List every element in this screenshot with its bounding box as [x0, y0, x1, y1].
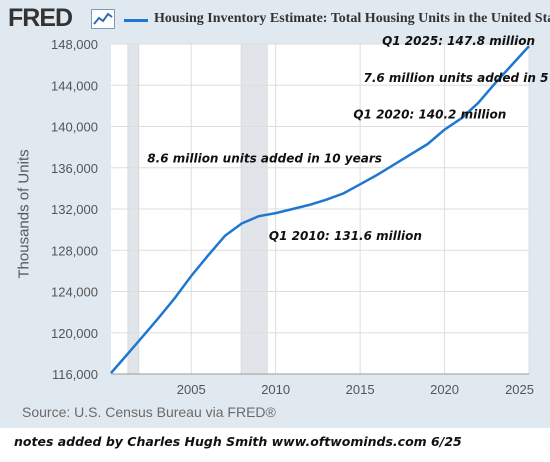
plot-area: 116,000 120,000 124,000 128,000 132,000 136,0…: [51, 34, 550, 397]
annotations: Q1 2025: 147.8 million 7.6 million units …: [147, 34, 550, 243]
annotation-label: Q1 2020: 140.2 million: [353, 107, 506, 121]
x-tick-label: 2020: [430, 382, 459, 397]
annotation-label: 7.6 million units added in 5 years: [363, 71, 550, 85]
x-tick-label: 2015: [346, 382, 375, 397]
annotation-label: Q1 2025: 147.8 million: [382, 34, 535, 48]
line-graph-icon: [91, 9, 115, 29]
series-line: [110, 45, 530, 374]
x-tick-label: 2025: [505, 382, 534, 397]
y-tick-label: 132,000: [51, 202, 98, 217]
x-axis-ticks: 2005 2010 2015 2020 2025: [177, 382, 534, 397]
annotation-label: Q1 2010: 131.6 million: [269, 229, 422, 243]
y-tick-label: 128,000: [51, 243, 98, 258]
annotation-label: 8.6 million units added in 10 years: [147, 152, 382, 166]
legend-swatch: [124, 19, 148, 22]
legend-label[interactable]: Housing Inventory Estimate: Total Housin…: [154, 11, 550, 26]
y-tick-label: 120,000: [51, 326, 98, 341]
y-axis-ticks: 116,000 120,000 124,000 128,000 132,000 136,0…: [51, 37, 98, 382]
y-tick-label: 124,000: [51, 285, 98, 300]
x-tick-label: 2010: [261, 382, 290, 397]
y-tick-label: 148,000: [51, 37, 98, 52]
chart-header: FRED Housing Inventory Estimate: Total H…: [0, 0, 550, 40]
y-tick-label: 116,000: [52, 367, 98, 382]
y-tick-label: 136,000: [51, 161, 98, 176]
x-tick-label: 2005: [177, 382, 206, 397]
attribution-note: notes added by Charles Hugh Smith www.of…: [14, 434, 462, 449]
y-tick-label: 144,000: [51, 78, 98, 93]
y-tick-label: 140,000: [51, 120, 98, 135]
y-axis-title: Thousands of Units: [15, 149, 33, 279]
source-note: Source: U.S. Census Bureau via FRED®: [22, 404, 276, 420]
fred-logo[interactable]: FRED: [8, 4, 73, 32]
